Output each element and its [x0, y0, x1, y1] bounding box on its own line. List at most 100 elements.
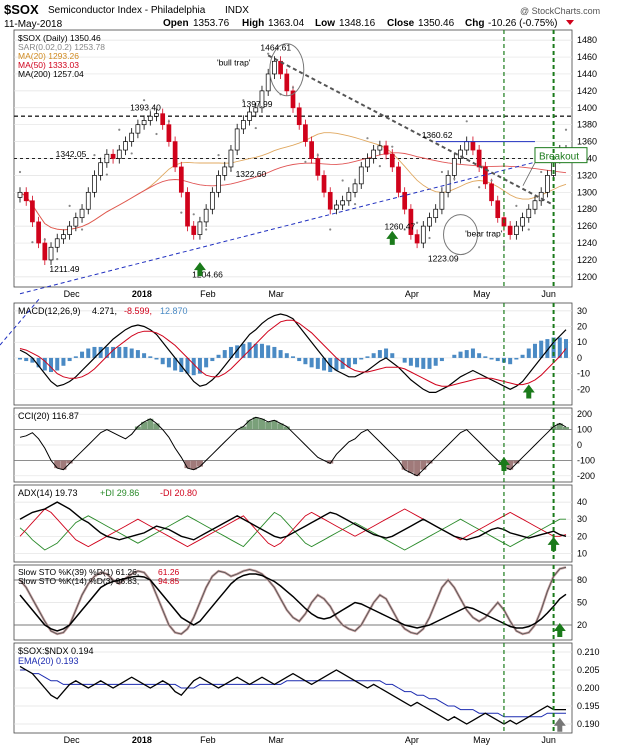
price-panel-tick-label: 1480 [577, 35, 597, 45]
cci-overbought-fill [246, 420, 253, 430]
sar-dot [80, 228, 84, 231]
candle-body [30, 200, 35, 223]
cci-overbought-fill [240, 426, 247, 430]
sar-dot [291, 86, 295, 89]
price-annotation: 1260.47 [384, 222, 415, 232]
cci-oversold-fill [54, 460, 61, 469]
close-label: Close [387, 18, 415, 29]
price-annotation: 'bull trap' [217, 58, 251, 68]
low-value: 1348.16 [339, 18, 376, 29]
sar-dot [68, 204, 71, 207]
sar-dot [93, 154, 96, 157]
candle-body [420, 225, 426, 244]
cci-panel-tick-label: 0 [577, 440, 582, 450]
bear-trap-circle [443, 214, 479, 256]
chart-date: 11-May-2018 [4, 19, 63, 30]
macd-histogram-bar [384, 348, 389, 358]
macd-histogram-bar [222, 350, 227, 358]
macd-histogram-bar [55, 357, 60, 371]
macd-histogram-bar [272, 346, 277, 358]
candle-body [352, 183, 358, 193]
minus-di-legend: -DI 20.80 [160, 488, 197, 498]
grey-up-arrow-icon [553, 717, 566, 732]
candle-body [54, 238, 60, 248]
macd-histogram-bar [371, 353, 376, 358]
symbol-title: $SOX [4, 2, 39, 17]
candle-body [371, 149, 377, 159]
x-axis-label: Feb [200, 735, 216, 745]
index-name: Semiconductor Index - Philadelphia [48, 5, 206, 16]
cci-oversold-fill [190, 460, 197, 470]
minus-di-line [19, 508, 567, 548]
candle-body [458, 149, 463, 159]
candle-body [340, 200, 345, 206]
candle-body [191, 225, 197, 235]
cci-oversold-fill [184, 460, 191, 469]
cci-overbought-fill [277, 423, 284, 430]
candle-body [203, 208, 209, 223]
price-annotation: 1223.09 [428, 254, 459, 264]
sar-dot [527, 228, 530, 231]
macd-histogram-bar [148, 356, 153, 358]
price-annotation: 1397.99 [242, 99, 273, 109]
cci-line [19, 416, 567, 477]
candle-body [116, 149, 122, 159]
breakout-box [534, 147, 588, 164]
close-value: 1350.46 [418, 18, 455, 29]
candle-body [265, 73, 271, 92]
sar-dot [366, 137, 369, 140]
candle-body [85, 191, 91, 210]
macd-histogram-bar [315, 357, 320, 369]
sar-dot [316, 154, 319, 157]
price-annotation: 1464.61 [260, 42, 291, 52]
macd-histogram-bar [390, 353, 395, 358]
macd-histogram-bar [309, 357, 314, 368]
candle-body [216, 175, 221, 193]
macd-histogram-bar [210, 357, 215, 362]
candle-body [178, 166, 184, 193]
macd-histogram-bar [297, 357, 302, 362]
candle-body [451, 158, 457, 176]
macd-histogram-bar [346, 357, 351, 368]
rising-trendline [19, 153, 567, 295]
macd-histogram-bar [204, 357, 209, 368]
macd-histogram-bar [259, 343, 264, 358]
cci-overbought-fill [153, 423, 160, 430]
candle-body [526, 208, 532, 219]
macd-histogram-bar [173, 357, 178, 371]
macd-histogram-bar [334, 357, 339, 371]
sar-dot [540, 170, 543, 174]
ma50-line [19, 152, 567, 231]
candle-body [241, 120, 246, 130]
ratio-panel-tick-label: 0.200 [577, 683, 600, 693]
candle-body [42, 242, 48, 261]
macd-histogram-bar [266, 345, 271, 358]
sar-dot [465, 120, 468, 123]
candle-body [303, 124, 308, 142]
macd-legend-value: 4.271, [92, 306, 117, 316]
x-axis-label: May [473, 289, 491, 299]
sar-dot [192, 213, 195, 216]
open-label: Open [163, 18, 189, 29]
price-panel-tick-label: 1460 [577, 52, 597, 62]
macd-histogram-bar [129, 348, 134, 358]
candle-body [321, 175, 327, 193]
breakout-pointer [522, 162, 536, 186]
candle-body [389, 153, 395, 168]
price-panel-tick-label: 1420 [577, 86, 597, 96]
cci-overbought-fill [147, 418, 154, 430]
candle-body [166, 124, 172, 142]
price-legend-item: MA(50) 1333.03 [18, 60, 79, 70]
candle-body [402, 191, 408, 210]
cci-overbought-fill [141, 421, 148, 430]
adx-panel-frame [13, 484, 573, 563]
candle-body [414, 234, 420, 244]
sto-k39-line [19, 573, 567, 632]
macd-signal-line [19, 319, 567, 387]
ratio-ema-legend: EMA(20) 0.193 [18, 656, 79, 666]
ratio-panel-tick-label: 0.210 [577, 647, 600, 657]
cci-overbought-fill [271, 420, 278, 430]
x-axis-label: Jun [541, 289, 556, 299]
price-annotation: 1322.60 [236, 169, 267, 179]
candle-body [17, 191, 23, 198]
